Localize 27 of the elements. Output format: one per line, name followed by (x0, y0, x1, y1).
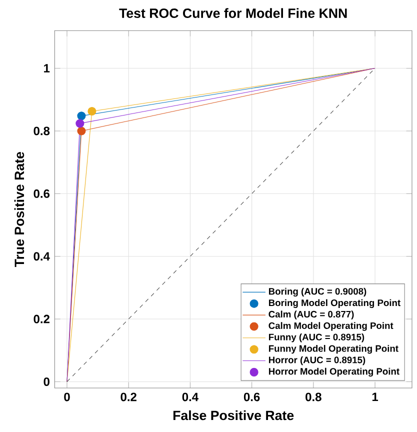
y-tick-label: 0 (44, 377, 50, 386)
y-tick-label: 0.2 (34, 314, 50, 324)
point (77, 112, 86, 120)
legend-label: Boring Model Operating Point (268, 299, 400, 308)
x-axis-title: False Positive Rate (173, 410, 294, 420)
y-axis-title: True Positive Rate (14, 152, 24, 267)
legend-label: Horror Model Operating Point (268, 368, 400, 377)
y-tick-label: 0.4 (34, 252, 50, 261)
x-tick-label: 0.4 (182, 392, 198, 402)
y-tick-label: 0.6 (34, 189, 50, 198)
x-tick-label: 1 (372, 392, 378, 401)
legend-label: Funny (AUC = 0.8915) (268, 334, 364, 342)
x-tick-label: 0 (64, 392, 70, 402)
chart-title: Test ROC Curve for Model Fine KNN (119, 8, 347, 18)
y-tick-label: 0.8 (34, 126, 50, 136)
point (77, 126, 86, 136)
legend-label: Horror (AUC = 0.8915) (268, 356, 366, 366)
y-tick-label: 1 (44, 64, 50, 72)
point (88, 106, 96, 116)
x-tick-label: 0.8 (306, 392, 322, 402)
legend-label: Calm (AUC = 0.877) (268, 310, 354, 320)
legend-label: Boring (AUC = 0.9008) (268, 288, 366, 297)
legend-label: Funny Model Operating Point (268, 344, 398, 354)
point (76, 119, 84, 128)
x-tick-label: 0.6 (244, 392, 260, 402)
x-tick-label: 0.2 (120, 392, 136, 402)
legend-label: Calm Model Operating Point (268, 322, 394, 331)
